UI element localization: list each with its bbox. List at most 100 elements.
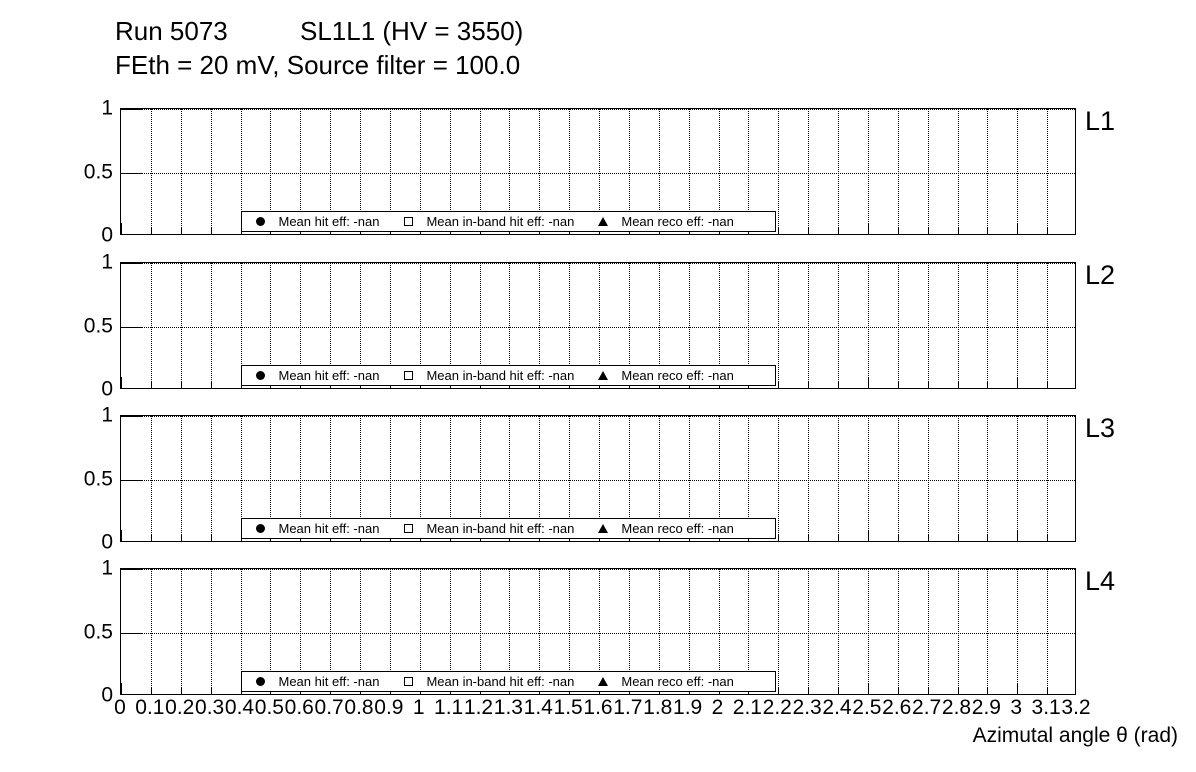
- horizontal-gridline: [121, 109, 1075, 110]
- x-axis-tick: [1047, 534, 1049, 541]
- vertical-gridline: [1047, 109, 1049, 234]
- x-axis-tick: [927, 227, 929, 234]
- vertical-gridline: [867, 109, 869, 234]
- panel-label-l1: L1: [1085, 106, 1116, 136]
- vertical-gridline: [449, 263, 451, 388]
- y-axis-tick: [121, 632, 143, 634]
- legend-entry: Mean reco eff: -nan: [592, 521, 734, 536]
- x-axis-tick: [150, 381, 152, 388]
- open-square-marker-glyph: [403, 217, 413, 227]
- vertical-gridline: [479, 109, 481, 234]
- y-axis-tick-label: 0: [101, 377, 113, 401]
- vertical-gridline: [628, 569, 630, 694]
- vertical-gridline: [718, 416, 720, 541]
- x-axis-tick: [180, 381, 182, 388]
- vertical-gridline: [748, 569, 750, 694]
- vertical-gridline: [658, 109, 660, 234]
- open-square-marker: [397, 524, 419, 534]
- vertical-gridline: [957, 416, 959, 541]
- vertical-gridline: [628, 109, 630, 234]
- plot-frame-l1: Mean hit eff: -nan Mean in-band hit eff: …: [120, 108, 1076, 235]
- plot-title-line-1: Run 5073 SL1L1 (HV = 3550): [115, 16, 524, 46]
- x-axis-tick-label: 2.9: [971, 696, 1001, 719]
- legend-entry-label: Mean in-band hit eff: -nan: [426, 673, 575, 689]
- x-axis-tick: [210, 687, 212, 694]
- vertical-gridline: [927, 109, 929, 234]
- x-axis-tick-label: 0.2: [165, 696, 195, 719]
- vertical-gridline: [180, 109, 182, 234]
- vertical-gridline: [718, 569, 720, 694]
- x-axis-tick: [927, 381, 929, 388]
- x-axis-tick: [1017, 683, 1019, 694]
- y-axis-tick: [121, 172, 143, 174]
- x-axis-tick-label: 0.3: [195, 696, 225, 719]
- vertical-gridline: [539, 263, 541, 388]
- x-axis-tick: [778, 534, 780, 541]
- vertical-gridline: [180, 569, 182, 694]
- x-axis-tick-label: 0.9: [374, 696, 404, 719]
- vertical-gridline: [300, 263, 302, 388]
- vertical-gridline: [419, 416, 421, 541]
- x-axis-tick-label: 0: [114, 696, 126, 719]
- x-axis-tick: [957, 227, 959, 234]
- x-axis-tick-label: 3.1: [1031, 696, 1061, 719]
- x-axis-tick: [1047, 687, 1049, 694]
- vertical-gridline: [957, 569, 959, 694]
- x-axis-tick: [210, 534, 212, 541]
- legend-entry-label: Mean hit eff: -nan: [278, 520, 380, 536]
- vertical-gridline: [897, 109, 899, 234]
- filled-circle-marker: [250, 217, 272, 227]
- vertical-gridline: [838, 109, 839, 234]
- filled-circle-marker: [250, 524, 272, 534]
- vertical-gridline: [867, 416, 869, 541]
- vertical-gridline: [718, 109, 720, 234]
- x-axis-tick-label: 0.1: [135, 696, 165, 719]
- horizontal-gridline: [121, 172, 1075, 174]
- x-axis-tick: [210, 227, 212, 234]
- horizontal-gridline: [121, 569, 1075, 570]
- legend-entry-label: Mean reco eff: -nan: [621, 367, 734, 383]
- filled-circle-marker-glyph: [256, 371, 265, 381]
- filled-triangle-marker: [592, 677, 614, 687]
- vertical-gridline: [479, 263, 481, 388]
- legend-entry-label: Mean hit eff: -nan: [278, 367, 380, 383]
- vertical-gridline: [1017, 569, 1019, 694]
- plot-panel-l1: Mean hit eff: -nan Mean in-band hit eff: …: [84, 98, 1115, 246]
- legend-entry-label: Mean reco eff: -nan: [621, 673, 734, 689]
- vertical-gridline: [150, 569, 152, 694]
- x-axis-tick-label: 2: [711, 696, 724, 719]
- vertical-gridline: [419, 569, 421, 694]
- vertical-gridline: [509, 263, 511, 388]
- legend-entry: Mean reco eff: -nan: [592, 214, 734, 229]
- vertical-gridline: [927, 416, 929, 541]
- vertical-gridline: [927, 569, 929, 694]
- vertical-gridline: [240, 109, 242, 234]
- x-axis-tick-label: 2.1: [732, 696, 762, 719]
- vertical-gridline: [270, 109, 272, 234]
- y-axis-tick-label: 0: [101, 530, 113, 554]
- vertical-gridline: [718, 263, 720, 388]
- plot-frame-l2: Mean hit eff: -nan Mean in-band hit eff: …: [120, 262, 1076, 389]
- vertical-gridline: [688, 569, 690, 694]
- x-axis-tick: [180, 227, 182, 234]
- x-axis-tick-label: 2.6: [882, 696, 912, 719]
- x-axis-tick: [180, 687, 182, 694]
- vertical-gridline: [210, 416, 212, 541]
- x-axis-tick-label: 2.2: [762, 696, 792, 719]
- y-axis-tick-label: 1: [101, 96, 113, 120]
- x-axis-tick-label: 1.8: [643, 696, 673, 719]
- vertical-gridline: [360, 263, 361, 388]
- panel-label-l3: L3: [1085, 413, 1116, 443]
- x-axis-tick-label: 1.6: [583, 696, 613, 719]
- legend-entry-label: Mean hit eff: -nan: [278, 673, 380, 689]
- filled-triangle-marker: [592, 371, 614, 381]
- vertical-gridline: [957, 263, 959, 388]
- filled-triangle-marker: [592, 524, 614, 534]
- vertical-gridline: [509, 569, 511, 694]
- x-axis-tick: [1017, 223, 1019, 234]
- vertical-gridline: [360, 569, 361, 694]
- vertical-gridline: [479, 569, 481, 694]
- panel-label-l4: L4: [1085, 566, 1116, 596]
- vertical-gridline: [838, 416, 839, 541]
- x-axis-tick: [838, 227, 839, 234]
